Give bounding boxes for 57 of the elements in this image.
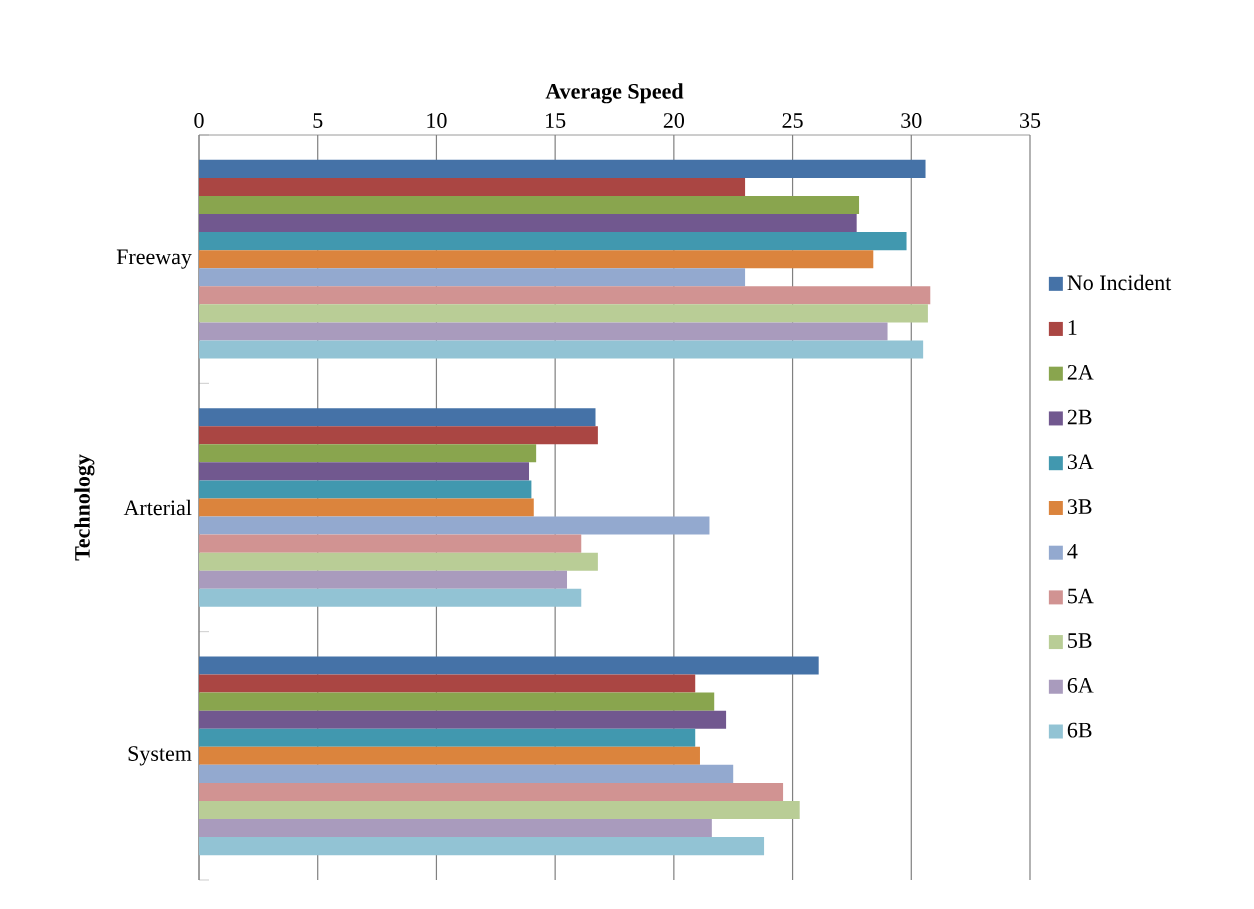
y-tick-label: Arterial [123, 499, 192, 516]
bar [199, 408, 596, 427]
x-axis-title: Average Speed [545, 83, 684, 104]
bar [199, 728, 696, 747]
bar [199, 214, 857, 233]
bar [199, 480, 532, 499]
bar [199, 800, 800, 820]
x-tick-label: 15 [546, 113, 566, 128]
legend-label: 1 [1068, 320, 1077, 335]
x-tick-label: 35 [1020, 113, 1041, 128]
bar [199, 746, 700, 765]
x-tick-label: 30 [901, 113, 922, 128]
bar [199, 322, 888, 341]
bar [199, 764, 734, 783]
bar [199, 534, 582, 553]
legend-label: 3B [1067, 499, 1092, 514]
bar [199, 250, 874, 269]
legend-label: 5B [1068, 633, 1092, 648]
bar [199, 177, 746, 196]
legend-label: No Incident [1067, 274, 1172, 291]
legend-label: 5A [1068, 588, 1094, 604]
bar [199, 692, 715, 711]
bar [199, 837, 765, 856]
x-tick-label: 25 [782, 113, 803, 128]
y-tick-label: System [128, 746, 192, 766]
legend-label: 6B [1067, 722, 1092, 738]
bar [199, 159, 926, 178]
bar [199, 340, 924, 359]
bar [199, 588, 582, 607]
x-tick-label: 0 [194, 113, 204, 128]
bar [199, 819, 712, 838]
legend-label: 4 [1067, 543, 1078, 559]
bar [199, 426, 598, 445]
bar [199, 570, 568, 589]
x-tick-label: 5 [313, 113, 323, 128]
bar [199, 516, 710, 535]
bar [199, 304, 928, 323]
x-tick-label: 10 [427, 113, 447, 128]
bar [199, 710, 727, 729]
bar [199, 444, 537, 463]
y-tick-label: Freeway [116, 249, 192, 269]
legend-label: 2B [1067, 409, 1092, 425]
bar [199, 552, 598, 571]
bar [199, 232, 907, 251]
bar [199, 462, 530, 481]
bar [199, 268, 746, 287]
bar [199, 674, 696, 693]
x-tick-label: 20 [663, 113, 685, 128]
y-axis-title: Technology [74, 454, 95, 561]
bar [199, 286, 931, 305]
bar [199, 498, 534, 517]
bar [199, 782, 784, 801]
legend-label: 3A [1067, 454, 1094, 470]
legend-label: 2A [1067, 364, 1094, 380]
bar [199, 195, 860, 215]
legend-label: 6A [1067, 677, 1094, 693]
bar [199, 656, 819, 675]
